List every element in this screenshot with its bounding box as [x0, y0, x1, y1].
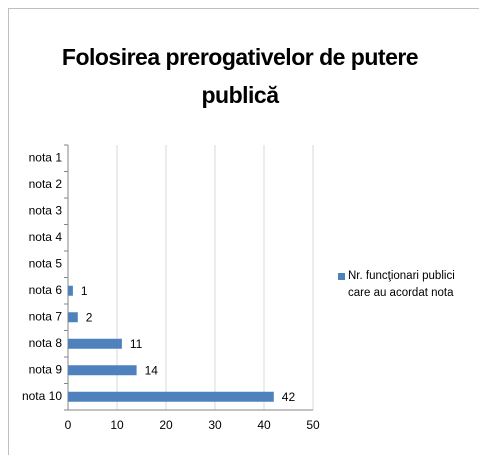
y-tick-label: nota 9	[29, 362, 63, 376]
x-tick-label: 50	[306, 418, 320, 432]
data-label: 42	[282, 390, 296, 404]
y-tick-label: nota 6	[29, 283, 63, 297]
bar	[68, 365, 137, 376]
data-label: 2	[86, 310, 93, 324]
y-tick-label: nota 5	[29, 256, 63, 270]
x-tick-label: 30	[208, 418, 222, 432]
x-tick-label: 40	[257, 418, 271, 432]
legend-key	[338, 273, 345, 280]
y-tick-label: nota 2	[29, 177, 63, 191]
data-label: 1	[81, 284, 88, 298]
data-label: 11	[130, 337, 143, 351]
y-tick-label: nota 8	[29, 336, 63, 350]
y-tick-label: nota 7	[29, 309, 63, 323]
y-tick-label: nota 3	[29, 203, 63, 217]
y-tick-label: nota 4	[29, 230, 63, 244]
chart-title: Folosirea prerogativelor de putere publi…	[61, 44, 419, 108]
bar	[68, 312, 78, 323]
bar	[68, 391, 274, 402]
x-tick-label: 0	[65, 418, 72, 432]
x-tick-label: 20	[159, 418, 173, 432]
bar	[68, 338, 122, 349]
chart-border	[8, 8, 479, 455]
y-tick-label: nota 1	[29, 150, 63, 164]
x-tick-label: 10	[110, 418, 124, 432]
bar	[68, 285, 73, 296]
data-label: 14	[145, 363, 159, 377]
y-tick-label: nota 10	[22, 389, 62, 403]
legend: Nr. funcţionari publici care au acordat …	[338, 268, 476, 302]
legend-label: Nr. funcţionari publici care au acordat …	[348, 270, 455, 299]
